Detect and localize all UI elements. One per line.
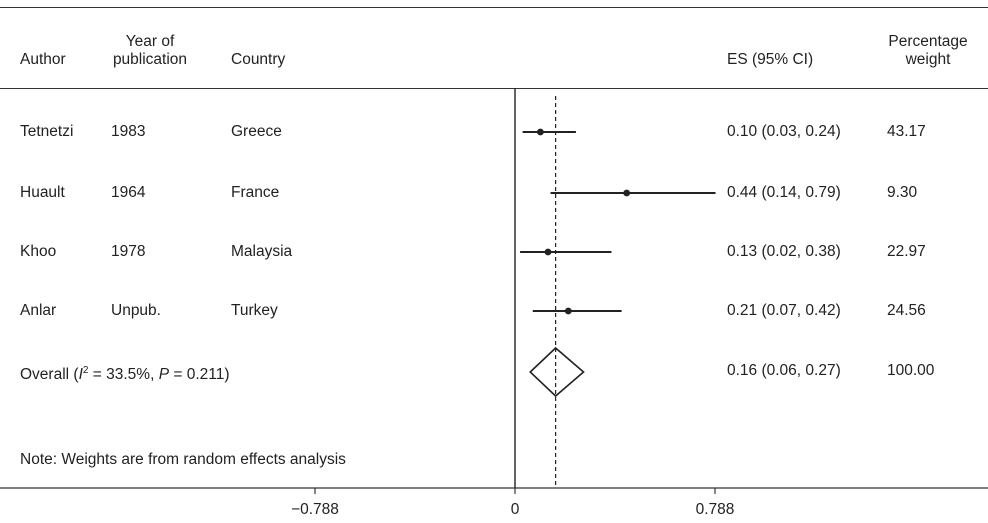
overall-label: Overall (I2 = 33.5%, P = 0.211) bbox=[20, 362, 230, 384]
study-point-estimate bbox=[544, 248, 552, 256]
column-header-weight-line2: weight bbox=[905, 51, 951, 68]
study-es-ci: 0.13 (0.02, 0.38) bbox=[727, 243, 841, 260]
study-author: Khoo bbox=[20, 243, 57, 260]
x-axis-tick-label: −0.788 bbox=[291, 501, 339, 518]
study-es-ci: 0.44 (0.14, 0.79) bbox=[727, 184, 841, 201]
study-country: Turkey bbox=[231, 302, 278, 319]
study-point-estimate bbox=[623, 189, 631, 197]
study-point-estimate bbox=[564, 307, 572, 315]
column-header-year-line1: Year of bbox=[125, 33, 175, 50]
study-year: 1978 bbox=[111, 243, 146, 260]
column-header-country: Country bbox=[231, 51, 286, 68]
study-country: Greece bbox=[231, 123, 282, 140]
overall-label-prefix: Overall ( bbox=[20, 366, 79, 384]
study-year: 1964 bbox=[111, 184, 146, 201]
study-weight: 43.17 bbox=[887, 123, 926, 140]
column-header-weight: Percentage weight bbox=[872, 33, 984, 69]
study-es-ci: 0.21 (0.07, 0.42) bbox=[727, 302, 841, 319]
study-country: France bbox=[231, 184, 280, 201]
overall-es-ci: 0.16 (0.06, 0.27) bbox=[727, 362, 841, 379]
study-es-ci: 0.10 (0.03, 0.24) bbox=[727, 123, 841, 140]
overall-p-symbol: P bbox=[158, 366, 170, 384]
overall-weight: 100.00 bbox=[887, 362, 935, 379]
overall-p-value: = 0.211) bbox=[169, 366, 230, 384]
overall-i-value: = 33.5%, bbox=[88, 366, 159, 384]
column-header-year-line2: publication bbox=[112, 51, 188, 68]
header-rule bbox=[0, 88, 988, 90]
x-axis-tick-label: 0 bbox=[511, 501, 520, 518]
study-weight: 24.56 bbox=[887, 302, 926, 319]
study-year: 1983 bbox=[111, 123, 146, 140]
top-rule bbox=[0, 7, 988, 9]
overall-i-sup: 2 bbox=[82, 365, 89, 376]
study-country: Malaysia bbox=[231, 243, 293, 260]
study-author: Huault bbox=[20, 184, 65, 201]
study-author: Tetnetzi bbox=[20, 123, 74, 140]
column-header-es: ES (95% CI) bbox=[727, 51, 814, 68]
study-weight: 22.97 bbox=[887, 243, 926, 260]
study-year: Unpub. bbox=[111, 302, 161, 319]
study-author: Anlar bbox=[20, 302, 57, 319]
study-weight: 9.30 bbox=[887, 184, 918, 201]
note-text: Note: Weights are from random effects an… bbox=[20, 451, 346, 468]
column-header-year: Year of publication bbox=[92, 33, 208, 69]
column-header-author: Author bbox=[20, 51, 66, 68]
overall-diamond bbox=[529, 346, 585, 398]
overall-i-symbol: I bbox=[78, 366, 83, 384]
study-point-estimate bbox=[536, 128, 544, 136]
column-header-weight-line1: Percentage bbox=[888, 33, 968, 50]
x-axis-tick-label: 0.788 bbox=[696, 501, 735, 518]
